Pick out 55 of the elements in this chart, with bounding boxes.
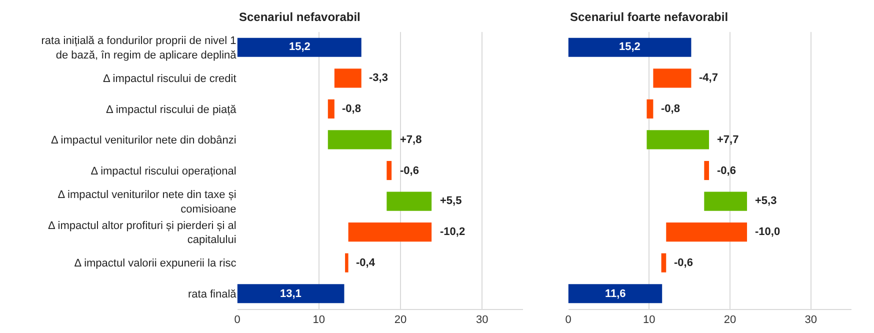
bar xyxy=(386,160,392,180)
data-label: 15,2 xyxy=(289,41,310,53)
bar xyxy=(237,284,344,304)
bar xyxy=(704,160,710,180)
y-tick-label: Δ impactul altor profituri și pierderi și al capitalului xyxy=(48,220,236,246)
bar xyxy=(334,68,362,88)
data-label: -0,4 xyxy=(356,257,376,269)
data-label: +5,5 xyxy=(440,195,462,207)
y-tick-label: rata inițială a fondurilor proprii de nivel 1 de bază, în regim de aplicare deplină xyxy=(41,35,238,62)
x-tick-label: 10 xyxy=(643,314,656,326)
y-tick-label: Δ impactul veniturilor nete din taxe și comisioane xyxy=(58,188,236,216)
y-tick-label: Δ impactul valorii expunerii la risc xyxy=(74,258,237,270)
data-label: 13,1 xyxy=(280,288,302,300)
x-tick-label: 20 xyxy=(394,314,407,326)
chart-title: Scenariul nefavorabil xyxy=(239,10,360,24)
data-label: -0,6 xyxy=(400,165,419,177)
bar xyxy=(646,99,654,118)
bar xyxy=(348,222,432,242)
y-tick-label: Δ impactul riscului de credit xyxy=(103,73,236,86)
bar xyxy=(653,68,692,88)
x-tick-label: 0 xyxy=(234,314,240,326)
bar xyxy=(646,130,710,150)
data-label: -10,2 xyxy=(440,226,466,238)
data-label: -4,7 xyxy=(699,72,718,84)
bar xyxy=(568,38,692,57)
data-label: 15,2 xyxy=(619,41,640,53)
y-tick-label: rata finală xyxy=(188,288,238,300)
data-label: 11,6 xyxy=(605,288,626,300)
x-tick-label: 30 xyxy=(476,314,488,326)
data-label: +7,7 xyxy=(717,134,739,146)
data-label: -0,8 xyxy=(342,103,361,115)
data-label: -3,3 xyxy=(369,72,388,84)
data-label: +5,3 xyxy=(755,195,777,207)
bar xyxy=(666,222,748,242)
data-label: +7,8 xyxy=(400,134,422,146)
bar xyxy=(328,99,334,118)
x-tick-label: 0 xyxy=(565,314,572,326)
x-tick-label: 10 xyxy=(312,314,326,326)
chart-title: Scenariul foarte nefavorabil xyxy=(570,10,728,24)
data-label: -0,6 xyxy=(717,165,736,177)
bar xyxy=(345,253,348,272)
x-tick-label: 30 xyxy=(804,314,818,326)
data-label: -0,6 xyxy=(674,257,693,269)
y-tick-label: Δ impactul riscului operațional xyxy=(90,165,236,178)
x-tick-label: 20 xyxy=(724,314,736,326)
bar xyxy=(661,253,666,272)
y-tick-label: Δ impactul riscului de piață xyxy=(106,104,238,116)
y-tick-label: Δ impactul veniturilor nete din dobânzi xyxy=(51,134,236,147)
bar xyxy=(237,38,362,57)
bar xyxy=(568,284,662,304)
bar xyxy=(386,192,432,211)
bar xyxy=(704,192,748,211)
data-label: -10,0 xyxy=(755,226,780,238)
bar xyxy=(328,130,392,150)
data-label: -0,8 xyxy=(661,103,680,115)
